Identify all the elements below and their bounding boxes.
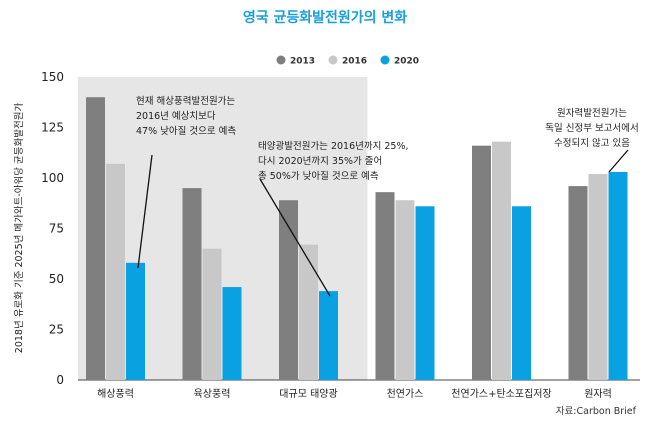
bar-2013 <box>375 192 395 380</box>
annotation-leader-line <box>608 149 629 173</box>
annotation-text: 다시 2020년까지 35%가 줄어 <box>258 156 382 167</box>
annotation-text: 독일 신정부 보고서에서 <box>545 123 638 134</box>
annotations: 현재 해상풍력발전원가는 2016년 예상치보다 47% 낮아질 것으로 예측태양광… <box>136 95 639 297</box>
source-note: 자료:Carbon Brief <box>556 406 637 417</box>
bar-2013 <box>86 97 105 380</box>
y-tick-label: 150 <box>41 70 64 84</box>
legend-marker-2013 <box>276 55 286 65</box>
bar-2020 <box>319 291 338 380</box>
bar-2020 <box>222 287 242 380</box>
annotation-text: 태양광발전원가는 2016년까지 25%, <box>258 140 409 152</box>
category-label: 천연가스+탄소포집저장 <box>451 388 551 400</box>
annotation-text: 수정되지 않고 있음 <box>554 137 630 149</box>
y-tick-label: 0 <box>56 373 64 387</box>
annotation-leader-line <box>259 178 331 297</box>
y-tick-label: 75 <box>49 222 64 236</box>
category-label: 해상풍력 <box>97 387 134 400</box>
bar-2013 <box>568 186 588 380</box>
bar-2013 <box>472 145 491 380</box>
legend-label-2016: 2016 <box>342 57 367 67</box>
bar-2016 <box>299 244 318 380</box>
category-label: 대규모 태양광 <box>279 388 337 400</box>
y-tick-label: 125 <box>41 121 64 135</box>
legend-label-2013: 2013 <box>290 57 315 67</box>
bar-2020 <box>512 206 531 380</box>
category-label: 원자력 <box>584 388 612 400</box>
bar-2013 <box>279 200 298 380</box>
x-axis-categories: 해상풍력 육상풍력 대규모 태양광 천연가스 천연가스+탄소포집저장 원자력 <box>97 387 612 400</box>
legend-label-2020: 2020 <box>394 57 419 67</box>
legend-marker-2020 <box>380 55 390 65</box>
y-tick-label: 100 <box>41 171 64 185</box>
category-label: 천연가스 <box>387 388 424 400</box>
annotation-text: 총 50%가 낮아질 것으로 예측 <box>258 170 379 182</box>
bar-2020 <box>126 262 145 380</box>
annotation-text: 2016년 예상치보다 <box>136 110 216 122</box>
bar-2016 <box>395 200 415 380</box>
chart-title: 영국 균등화발전원가의 변화 <box>243 9 407 26</box>
bar-2020 <box>608 171 628 380</box>
bar-2020 <box>415 206 435 380</box>
annotation-text: 현재 해상풍력발전원가는 <box>136 95 235 107</box>
y-tick-label: 25 <box>49 323 64 337</box>
bar-2016 <box>588 173 608 380</box>
bars <box>86 97 628 380</box>
annotation-text: 원자력발전원가는 <box>557 107 627 119</box>
bar-2016 <box>492 141 511 380</box>
category-label: 육상풍력 <box>194 388 231 400</box>
bar-2016 <box>202 248 222 380</box>
annotation-text: 47% 낮아질 것으로 예측 <box>136 125 236 137</box>
annotation-leader-line <box>137 154 153 269</box>
bar-2013 <box>182 188 202 380</box>
legend-marker-2016 <box>328 55 338 65</box>
bar-2016 <box>106 163 125 380</box>
legend: 2013 2016 2020 <box>276 55 419 67</box>
y-tick-label: 50 <box>49 272 64 286</box>
y-axis-label: 2018년 유로화 기준 2025년 메가와트-아워당 균등화발전원가 <box>13 103 25 354</box>
y-axis: 0 25 50 75 100 125 150 <box>41 70 640 387</box>
